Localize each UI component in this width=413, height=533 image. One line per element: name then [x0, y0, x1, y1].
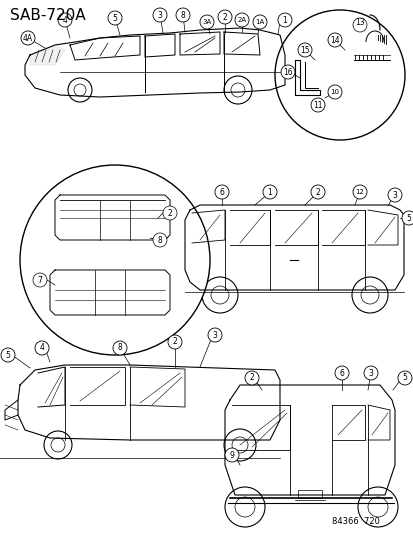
- Text: 8: 8: [157, 236, 162, 245]
- Circle shape: [168, 335, 182, 349]
- Text: 2: 2: [315, 188, 320, 197]
- Text: 16: 16: [282, 68, 292, 77]
- Text: 2: 2: [222, 12, 227, 21]
- Text: 4: 4: [62, 15, 67, 25]
- Text: 15: 15: [299, 45, 309, 54]
- Circle shape: [327, 33, 341, 47]
- Circle shape: [113, 341, 127, 355]
- Circle shape: [352, 185, 366, 199]
- Circle shape: [33, 273, 47, 287]
- Text: 7: 7: [38, 276, 43, 285]
- Circle shape: [214, 185, 228, 199]
- Circle shape: [262, 185, 276, 199]
- Circle shape: [176, 8, 190, 22]
- Text: 8: 8: [117, 343, 122, 352]
- Text: 6: 6: [219, 188, 224, 197]
- Text: 6: 6: [339, 368, 344, 377]
- Circle shape: [199, 15, 214, 29]
- Text: 2: 2: [249, 374, 254, 383]
- Circle shape: [163, 206, 177, 220]
- Text: 12: 12: [355, 189, 363, 195]
- Circle shape: [274, 10, 404, 140]
- Text: 2: 2: [172, 337, 177, 346]
- Text: 4: 4: [40, 343, 44, 352]
- Text: 5: 5: [5, 351, 10, 359]
- Circle shape: [35, 341, 49, 355]
- Text: 2A: 2A: [237, 17, 246, 23]
- Circle shape: [1, 348, 15, 362]
- Circle shape: [327, 85, 341, 99]
- Text: 3: 3: [212, 330, 217, 340]
- Text: 84366  720: 84366 720: [331, 517, 379, 526]
- Text: 5: 5: [112, 13, 117, 22]
- Circle shape: [334, 366, 348, 380]
- Text: SAB-720A: SAB-720A: [10, 8, 85, 23]
- Circle shape: [252, 15, 266, 29]
- Circle shape: [235, 13, 248, 27]
- Text: 11: 11: [313, 101, 322, 109]
- Text: 5: 5: [406, 214, 411, 222]
- Text: 8: 8: [180, 11, 185, 20]
- Text: 13: 13: [354, 18, 364, 27]
- Circle shape: [277, 13, 291, 27]
- Text: 1: 1: [267, 188, 272, 197]
- Circle shape: [218, 10, 231, 24]
- Circle shape: [224, 448, 238, 462]
- Circle shape: [310, 98, 324, 112]
- Circle shape: [21, 31, 35, 45]
- Circle shape: [153, 8, 166, 22]
- Circle shape: [153, 233, 166, 247]
- Text: 14: 14: [330, 36, 339, 44]
- Circle shape: [108, 11, 122, 25]
- Bar: [297, 490, 321, 498]
- Circle shape: [207, 328, 221, 342]
- Circle shape: [352, 18, 366, 32]
- Circle shape: [58, 13, 72, 27]
- Polygon shape: [30, 45, 65, 65]
- Text: 5: 5: [401, 374, 406, 383]
- Text: 3: 3: [157, 11, 162, 20]
- Circle shape: [297, 43, 311, 57]
- Text: 10: 10: [330, 89, 339, 95]
- Circle shape: [20, 165, 209, 355]
- Text: 4A: 4A: [23, 34, 33, 43]
- Text: 9: 9: [229, 450, 234, 459]
- Circle shape: [363, 366, 377, 380]
- Text: 2: 2: [167, 208, 172, 217]
- Text: 3: 3: [368, 368, 373, 377]
- Circle shape: [397, 371, 411, 385]
- Text: 3: 3: [392, 190, 396, 199]
- Circle shape: [310, 185, 324, 199]
- Text: 3A: 3A: [202, 19, 211, 25]
- Text: 1A: 1A: [255, 19, 264, 25]
- Text: 1: 1: [282, 15, 287, 25]
- Circle shape: [401, 211, 413, 225]
- Circle shape: [387, 188, 401, 202]
- Circle shape: [244, 371, 259, 385]
- Circle shape: [280, 65, 294, 79]
